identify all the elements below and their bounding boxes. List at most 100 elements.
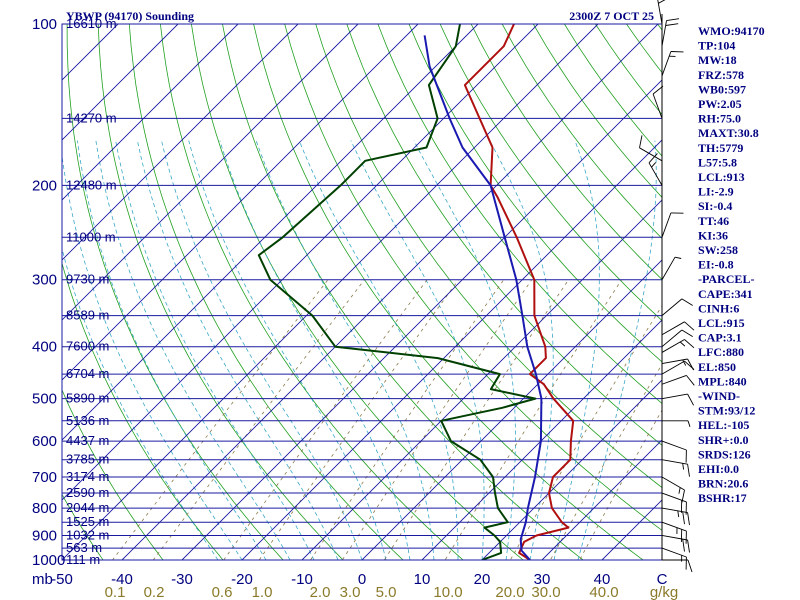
temperature-tick-label: -40 (111, 571, 133, 588)
mixing-ratio-label: 0.6 (212, 584, 233, 600)
sounding-index: LFC:880 (698, 345, 744, 359)
dry-adiabat-line (439, 24, 662, 322)
mixing-ratio-label: g/kg (650, 584, 678, 600)
moist-adiabat-line (161, 140, 363, 560)
wind-barb (661, 339, 695, 353)
dry-adiabat-line (346, 24, 662, 446)
wind-barb (661, 51, 684, 77)
sounding-index: -PARCEL- (698, 272, 754, 286)
height-label: 1032 m (66, 528, 109, 543)
chart-time-label: 2300Z 7 OCT 25 (569, 9, 654, 23)
isotherm-line (62, 24, 599, 560)
pressure-tick-label: 400 (32, 339, 57, 356)
plot-frame (61, 23, 663, 561)
pressure-axis-unit: mb (32, 571, 53, 588)
height-label: 8589 m (66, 308, 109, 323)
temperature-tick-label: C (657, 571, 668, 588)
isotherm-line (481, 379, 662, 560)
sounding-index: STM:93/12 (698, 404, 755, 418)
mixing-ratio-line (111, 279, 329, 560)
parcel-profile-line (423, 35, 543, 560)
sounding-index: MW:18 (698, 53, 737, 67)
wind-barb (661, 507, 690, 526)
height-label: 2590 m (66, 485, 109, 500)
sounding-index: WMO:94170 (698, 24, 765, 38)
moist-adiabat-line (489, 140, 554, 560)
temperature-tick-label: 30 (534, 571, 551, 588)
sounding-index: SI:-0.4 (698, 199, 732, 213)
isotherm-line (62, 24, 419, 381)
height-label: 3785 m (66, 452, 109, 467)
chart-title: YBWP (94170) Sounding (66, 9, 194, 23)
mixing-ratio-line (310, 279, 505, 560)
wind-barb (657, 0, 666, 25)
temperature-tick-label: -10 (291, 571, 313, 588)
dry-adiabat-line (128, 24, 404, 560)
mixing-ratio-label: 10.0 (433, 584, 462, 600)
wind-barb (661, 212, 684, 238)
wind-barb (661, 18, 680, 47)
sounding-index: CINH:6 (698, 301, 739, 315)
wind-barb (662, 559, 693, 573)
mixing-ratio-line (152, 279, 365, 560)
isotherm-line (181, 79, 662, 560)
isotherm-line (62, 24, 359, 321)
mixing-ratio-label: 0.1 (105, 584, 126, 600)
sounding-index: KI:36 (698, 228, 728, 242)
moist-adiabat-line (137, 140, 339, 560)
height-label: 4437 m (66, 433, 109, 448)
dry-adiabat-line (62, 493, 104, 560)
moist-adiabat-line (553, 140, 600, 560)
mixing-ratio-label: 2.0 (310, 584, 331, 600)
moist-adiabat-line (62, 247, 219, 560)
temperature-tick-label: -20 (231, 571, 253, 588)
mixing-ratio-label: 40.0 (589, 584, 618, 600)
isotherm-line (241, 139, 662, 560)
sounding-index: WB0:597 (698, 82, 746, 96)
sounding-index: RH:75.0 (698, 112, 741, 126)
sounding-index: EI:-0.8 (698, 258, 734, 272)
mixing-ratio-line (223, 279, 428, 560)
height-label: 9730 m (66, 272, 109, 287)
wind-barb (661, 358, 694, 371)
chart-profiles (257, 24, 575, 560)
wind-barb (661, 298, 693, 316)
dry-adiabat-line (408, 24, 662, 363)
temperature-tick-label: -30 (171, 571, 193, 588)
height-label: 111 m (66, 552, 100, 567)
height-label: 5890 m (66, 391, 109, 406)
moist-adiabat-line (577, 140, 657, 560)
height-label: 5136 m (66, 413, 109, 428)
mixing-ratio-label: 3.0 (340, 584, 361, 600)
moist-adiabat-line (413, 140, 516, 560)
dry-adiabat-line (62, 389, 164, 560)
temperature-tick-label: 10 (414, 571, 431, 588)
temperature-profile-line (463, 24, 575, 560)
moist-adiabat-line (115, 140, 315, 560)
isotherm-line (421, 319, 662, 560)
dry-adiabat-line (564, 24, 662, 157)
sounding-index: EHI:0.0 (698, 462, 739, 476)
pressure-tick-label: 100 (32, 16, 57, 33)
mixing-ratio-label: 0.2 (144, 584, 165, 600)
wind-barb (661, 476, 685, 503)
temperature-tick-label: 0 (358, 571, 366, 588)
pressure-tick-label: 500 (32, 391, 57, 408)
isotherm-line (62, 24, 179, 141)
wind-barb (661, 547, 687, 570)
mixing-ratio-label: 5.0 (376, 584, 397, 600)
isotherm-line (361, 259, 662, 560)
sounding-index: FRZ:578 (698, 68, 744, 82)
height-label: 14270 m (66, 110, 117, 125)
wind-barb-column (639, 0, 695, 573)
mixing-ratio-line (383, 279, 569, 560)
height-label: 7600 m (66, 339, 109, 354)
pressure-tick-label: 1000 (32, 552, 65, 569)
mixing-ratio-line (444, 279, 623, 560)
mixing-ratio-label: 30.0 (531, 584, 560, 600)
height-label: 3174 m (66, 469, 109, 484)
wind-barb (661, 256, 682, 280)
wind-barb (639, 135, 663, 162)
sounding-index: TP:104 (698, 39, 735, 53)
